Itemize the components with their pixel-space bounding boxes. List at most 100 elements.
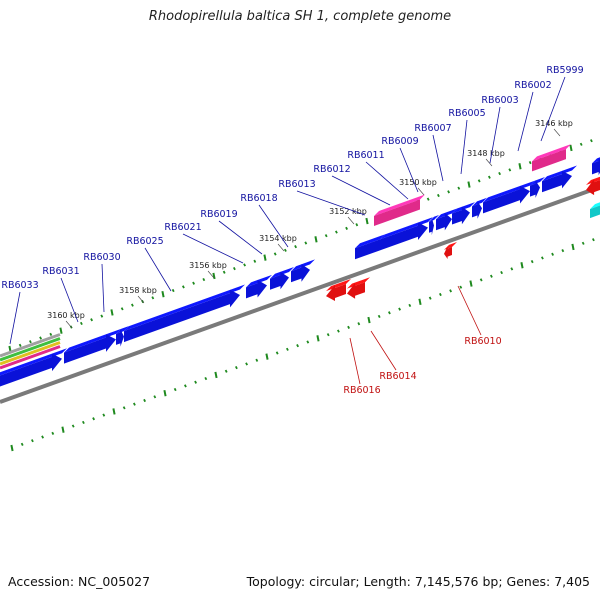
leader-line [432,134,444,182]
tick-mark-lower [10,444,14,452]
tick-mark-lower [581,241,585,245]
tick-mark-lower [143,398,147,403]
forward-gene [64,328,121,364]
tick-mark-upper [498,171,502,176]
tick-labels: 3146 kbp 3148 kbp 3150 kbp 3152 kbp 3154 kbp… [47,119,573,329]
forward-gene [0,348,67,387]
tick-mark-upper [579,142,583,146]
leader-line [296,190,366,216]
leader-line [457,285,482,336]
topology-summary: Topology: circular; Length: 7,145,576 bp… [246,574,590,589]
tick-mark-upper [314,236,318,243]
leader-line [182,233,244,264]
tick-mark-lower [51,431,55,435]
tick-mark-upper [28,340,32,344]
forward-gene [542,165,577,193]
gene-features [0,144,600,387]
tick-mark-upper [334,230,338,234]
gene-label-forward: RB6007 [414,123,451,134]
tick-mark-lower [551,252,555,256]
rna-gene [532,144,571,172]
tick-mark-lower [398,307,402,311]
tick-mark-upper [90,318,94,322]
misc-feature-stripe [0,333,61,358]
tick-mark-lower [163,389,167,397]
tick-label: 3158 kbp [119,286,157,295]
label-leaders [9,76,566,385]
tick-label: 3152 kbp [329,207,367,216]
tick-mark-lower [561,249,565,253]
rna-gene [374,194,425,226]
tick-mark-lower [520,262,524,269]
tick-mark-lower [275,351,279,355]
tick-mark-lower [500,270,504,275]
tick-mark-lower [61,426,65,433]
leader-line [60,277,79,323]
tick-mark-upper [273,252,277,256]
tick-mark-lower [530,259,534,264]
leader-line [365,161,409,200]
tick-mark-lower [71,424,75,428]
tick-mark-lower [92,417,96,421]
leader-line [144,247,172,292]
tick-mark-lower [296,344,300,348]
tick-mark-lower [571,243,575,251]
leader-line [101,263,105,313]
tick-label: 3160 kbp [47,311,85,320]
tick-mark-upper [365,217,369,225]
leader-line [460,119,468,175]
forward-gene [530,177,545,198]
gene-label-forward: RB6021 [164,222,201,233]
tick-connector [553,128,561,137]
tick-mark-lower [153,395,157,399]
tick-mark-lower [449,289,453,293]
tick-mark-upper [110,309,114,316]
tick-mark-lower [540,256,544,260]
tick-mark-lower [234,365,238,370]
tick-mark-lower [469,280,473,287]
leader-line [540,76,566,142]
reverse-gene [347,277,370,299]
gene-label-forward: RB6005 [448,108,485,119]
tick-mark-lower [41,435,45,439]
forward-gene [429,214,439,236]
tick-label: 3154 kbp [259,234,297,243]
tick-mark-upper [79,321,83,326]
tick-mark-upper [508,168,512,172]
gene-label-forward: RB6009 [381,136,418,147]
tick-mark-lower [377,314,381,319]
tick-mark-upper [477,179,481,183]
tick-mark-lower [326,333,330,337]
tick-mark-lower [20,442,24,446]
gene-label-forward: RB5999 [546,65,583,76]
tick-connector [137,295,145,304]
tick-label: 3150 kbp [399,178,437,187]
tick-mark-upper [569,144,573,152]
leader-line [331,175,391,206]
tick-mark-lower [357,322,361,326]
tick-mark-upper [345,226,349,230]
forward-gene [116,326,129,347]
tick-mark-upper [253,259,257,263]
tick-mark-upper [212,272,216,280]
accession-text: Accession: NC_005027 [8,574,151,589]
cyan-feature [590,202,600,219]
gene-label-forward: RB6025 [126,236,163,247]
tick-mark-upper [447,190,451,194]
tick-mark-lower [387,311,391,315]
tick-mark-upper [59,327,63,334]
tick-mark-upper [426,197,430,201]
gene-label-forward: RB6019 [200,209,237,220]
forward-gene [472,197,487,219]
tick-mark-upper [436,193,440,198]
tick-mark-lower [204,376,208,381]
tick-mark-upper [222,270,226,274]
misc-feature-stripe [0,337,61,362]
tick-mark-lower [489,274,493,278]
tick-label: 3156 kbp [189,261,227,270]
tick-mark-lower [591,238,595,242]
tick-mark-lower [102,413,106,417]
tick-mark-lower [306,340,310,344]
tick-mark-upper [192,281,196,285]
